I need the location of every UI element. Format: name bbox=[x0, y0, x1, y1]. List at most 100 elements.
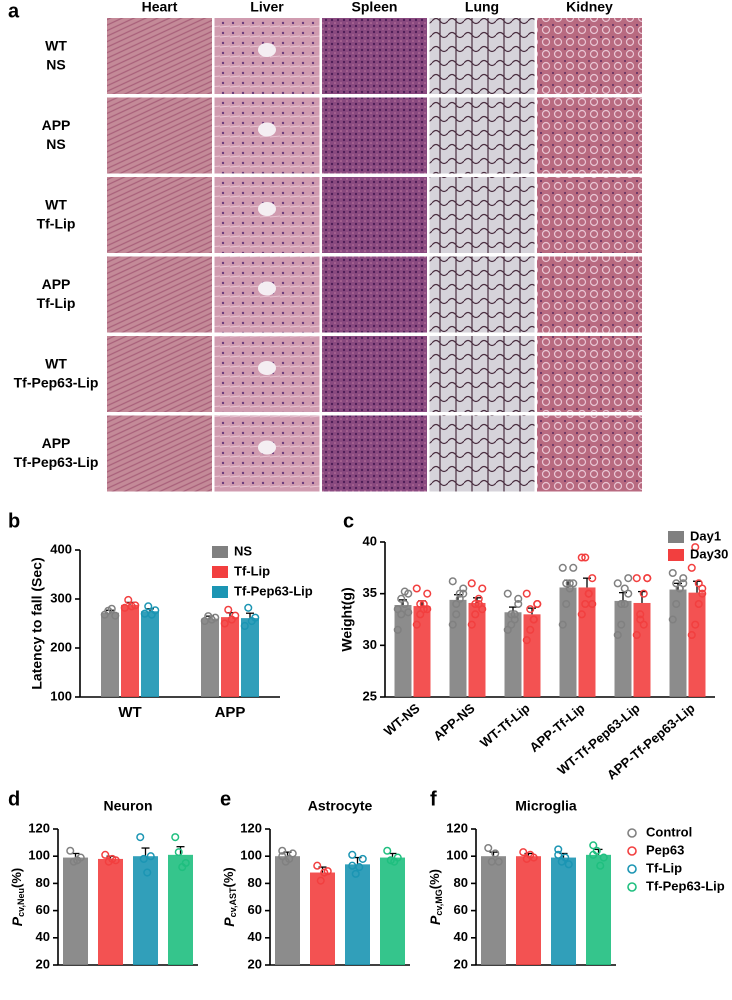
data-point bbox=[577, 553, 586, 562]
data-point bbox=[698, 589, 707, 598]
row-label: WT bbox=[45, 38, 67, 54]
bar bbox=[394, 605, 412, 697]
data-point bbox=[636, 610, 645, 619]
row-label: APP bbox=[42, 276, 71, 292]
bar bbox=[481, 856, 506, 965]
vessel bbox=[258, 202, 276, 216]
row-label: APP bbox=[42, 435, 71, 451]
vessel bbox=[258, 43, 276, 57]
data-point bbox=[694, 599, 703, 609]
data-point bbox=[558, 563, 567, 572]
bar bbox=[310, 872, 335, 965]
histology-image bbox=[429, 336, 535, 412]
legend-label: Tf-Lip bbox=[646, 860, 682, 875]
data-point bbox=[478, 584, 487, 593]
data-point bbox=[581, 553, 590, 562]
y-tick-label: 120 bbox=[28, 820, 50, 835]
histology-image bbox=[537, 336, 642, 412]
y-label-subscript: cv,Neu bbox=[16, 888, 26, 917]
y-label-symbol: P bbox=[427, 915, 443, 925]
x-tick-label: APP bbox=[215, 704, 246, 721]
bar bbox=[345, 864, 370, 965]
legend-label: Tf-Pep63-Lip bbox=[646, 878, 725, 893]
y-tick-label: 20 bbox=[454, 956, 468, 971]
histology-image bbox=[322, 18, 427, 94]
legend-label: NS bbox=[234, 543, 252, 558]
bar bbox=[241, 618, 259, 697]
row-label: Tf-Pep63-Lip bbox=[14, 454, 99, 470]
legend-marker bbox=[627, 846, 637, 856]
histology-image bbox=[322, 256, 427, 333]
bar bbox=[98, 858, 123, 965]
bar bbox=[63, 857, 88, 965]
data-point bbox=[694, 579, 703, 588]
data-point bbox=[522, 589, 531, 598]
y-tick-label: 80 bbox=[248, 875, 262, 890]
data-point bbox=[348, 850, 357, 859]
histology-image bbox=[107, 336, 212, 412]
y-tick-label: 40 bbox=[36, 929, 50, 944]
y-axis-label: Pcv,Neu(%) bbox=[9, 868, 27, 926]
data-point bbox=[467, 579, 476, 588]
histology-image bbox=[537, 18, 642, 94]
panel-letter: b bbox=[8, 510, 20, 532]
data-point bbox=[588, 574, 597, 583]
bar bbox=[614, 600, 632, 697]
data-point bbox=[448, 620, 457, 629]
bar bbox=[449, 599, 467, 697]
data-point bbox=[494, 857, 503, 866]
data-point bbox=[639, 589, 648, 598]
bar bbox=[578, 587, 596, 697]
y-tick-label: 200 bbox=[50, 639, 72, 654]
data-point bbox=[101, 850, 110, 859]
data-point bbox=[561, 853, 570, 862]
row-label: NS bbox=[46, 57, 65, 73]
column-label: Kidney bbox=[566, 0, 613, 15]
data-point bbox=[514, 599, 523, 609]
data-point bbox=[412, 584, 421, 593]
y-label-unit: (%) bbox=[427, 869, 442, 889]
histology-image bbox=[429, 177, 535, 253]
data-point bbox=[251, 613, 260, 622]
column-label: Spleen bbox=[352, 0, 398, 15]
data-point bbox=[452, 610, 461, 619]
data-point bbox=[529, 853, 538, 862]
y-tick-label: 100 bbox=[28, 848, 50, 863]
vessel bbox=[258, 361, 276, 375]
data-point bbox=[224, 605, 233, 614]
data-point bbox=[589, 850, 598, 859]
row-label: Tf-Pep63-Lip bbox=[14, 375, 99, 391]
data-point bbox=[668, 615, 677, 624]
data-point bbox=[533, 599, 542, 609]
data-point bbox=[687, 630, 696, 640]
legend-swatch bbox=[668, 531, 684, 543]
histology-image bbox=[107, 18, 212, 94]
legend-marker bbox=[627, 828, 637, 838]
histology-image bbox=[537, 177, 642, 253]
y-axis-label: Weight(g) bbox=[339, 587, 355, 651]
row-label: APP bbox=[42, 117, 71, 133]
legend-swatch bbox=[668, 549, 684, 561]
legend-swatch bbox=[212, 566, 228, 578]
data-point bbox=[672, 599, 681, 609]
data-point bbox=[400, 587, 409, 596]
data-point bbox=[596, 861, 605, 870]
data-point bbox=[510, 615, 519, 624]
legend-label: Day30 bbox=[690, 546, 728, 561]
legend-label: Tf-Lip bbox=[234, 563, 270, 578]
panel-letter: d bbox=[8, 788, 20, 810]
y-label-subscript: cv,MG bbox=[434, 889, 444, 915]
y-tick-label: 30 bbox=[363, 637, 377, 652]
y-label-symbol: P bbox=[221, 917, 237, 927]
bar bbox=[221, 617, 239, 697]
y-tick-label: 100 bbox=[446, 848, 468, 863]
y-tick-label: 40 bbox=[248, 929, 262, 944]
y-tick-label: 40 bbox=[454, 929, 468, 944]
data-point bbox=[393, 853, 402, 862]
data-point bbox=[181, 858, 190, 868]
data-point bbox=[220, 619, 229, 628]
legend-label: Pep63 bbox=[646, 842, 684, 857]
histology-image bbox=[107, 256, 212, 333]
bar bbox=[133, 856, 158, 965]
data-point bbox=[624, 574, 633, 583]
